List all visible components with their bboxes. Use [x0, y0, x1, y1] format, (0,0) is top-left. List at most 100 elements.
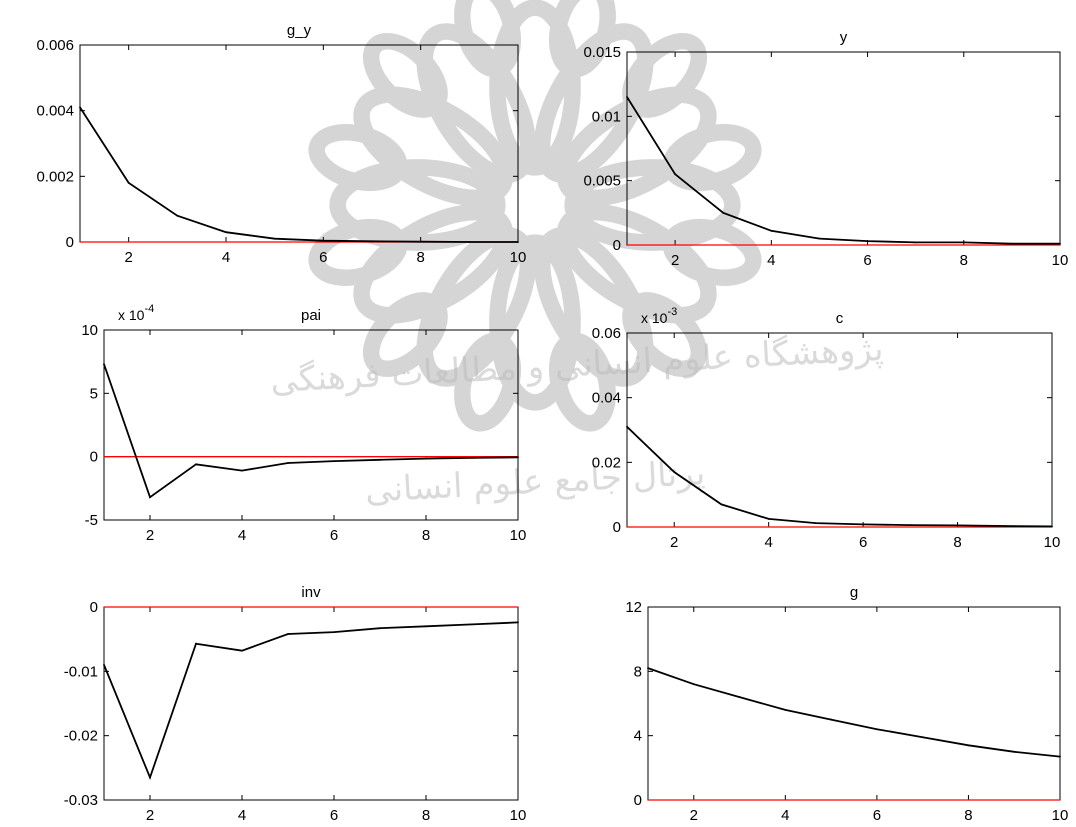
x-tick-label: 6 [330, 527, 338, 544]
data-point [79, 106, 81, 109]
data-point [419, 240, 422, 243]
data-point [287, 462, 289, 464]
y-tick-label: 0.006 [36, 37, 74, 54]
y-tick-label: 8 [634, 663, 642, 680]
data-point [471, 457, 473, 459]
panel-3: pai 2 4 6 8 10 -5 0 5 10 x 10-4 [81, 303, 526, 544]
data-point [626, 425, 628, 428]
impulse-response-line [79, 106, 518, 243]
panel-title: g_y [287, 22, 312, 39]
data-point [425, 457, 427, 460]
x-tick-label: 6 [330, 807, 338, 824]
y-tick-label: 0 [66, 234, 74, 251]
axes-box [103, 606, 519, 801]
x-tick-label: 6 [319, 249, 327, 266]
x-tick-label: 8 [960, 252, 968, 269]
x-tick-label: 2 [124, 249, 132, 266]
data-point [784, 709, 787, 711]
x-tick-label: 4 [767, 252, 775, 269]
y-tick-label: 0.04 [592, 390, 621, 407]
data-point [379, 627, 381, 630]
data-point [176, 214, 179, 217]
data-point [333, 460, 335, 462]
x-tick-label: 6 [863, 252, 871, 269]
y-tick-label: 12 [625, 599, 642, 616]
x-tick-label: 10 [1052, 807, 1069, 824]
data-point [738, 696, 741, 698]
axes-box [647, 606, 1061, 801]
data-point [225, 231, 227, 234]
data-point [517, 241, 519, 243]
data-point [471, 623, 473, 626]
data-point [517, 456, 519, 459]
panel-6: g 2 4 6 8 10 0 4 8 12 [625, 584, 1068, 824]
x-tick-label: 2 [146, 527, 154, 544]
data-point [195, 642, 197, 645]
y-tick-label: 0.01 [592, 108, 621, 125]
y-tick-label: 0.004 [36, 103, 74, 120]
data-point [287, 633, 289, 635]
impulse-response-line [103, 621, 519, 781]
data-point [1010, 242, 1013, 245]
x-tick-label: 8 [416, 249, 424, 266]
impulse-response-line [647, 667, 1061, 758]
data-point [273, 237, 276, 240]
data-point [1013, 750, 1016, 753]
data-point [770, 229, 773, 232]
x-tick-label: 10 [510, 807, 527, 824]
data-point [830, 718, 833, 721]
data-point [103, 664, 105, 666]
data-point [692, 683, 695, 686]
y-tick-label: 0 [613, 237, 621, 254]
x-tick-label: 8 [422, 527, 430, 544]
data-point [673, 471, 676, 473]
panel-title: pai [301, 307, 321, 324]
x-tick-label: 2 [690, 807, 698, 824]
axes-box [626, 51, 1061, 246]
y-tick-label: 0.06 [592, 325, 621, 342]
panel-title: y [840, 29, 848, 46]
data-point [1003, 525, 1006, 527]
x-tick-label: 6 [873, 807, 881, 824]
x-tick-label: 10 [1044, 534, 1061, 551]
panel-4: c 2 4 6 8 10 0 0.02 0.04 0.06 x 10-3 [592, 306, 1061, 551]
data-point [862, 523, 865, 526]
data-point [149, 496, 151, 499]
panel-2: y 2 4 6 8 10 0 0.005 0.01 0.015 [583, 29, 1068, 269]
exponent-value: -3 [667, 306, 677, 318]
data-point [468, 241, 471, 243]
data-point [103, 363, 105, 366]
data-point [814, 522, 817, 525]
data-point [875, 728, 878, 731]
data-point [333, 631, 335, 633]
y-tick-label: 5 [90, 385, 98, 402]
exponent-label: x 10-3 [641, 306, 677, 326]
data-point [127, 182, 130, 184]
y-tick-label: 0 [613, 519, 621, 536]
data-point [149, 776, 151, 779]
y-tick-label: 0.015 [583, 44, 621, 61]
data-point [517, 621, 519, 624]
x-tick-label: 2 [146, 807, 154, 824]
y-tick-label: 0.002 [36, 168, 74, 185]
panel-title: g [850, 584, 858, 601]
panel-title: inv [301, 584, 321, 601]
y-tick-label: 0.02 [592, 454, 621, 471]
data-point [647, 667, 649, 670]
data-point [914, 241, 917, 244]
data-point [720, 503, 723, 506]
impulse-response-line [626, 96, 1060, 245]
y-tick-label: 0 [634, 792, 642, 809]
data-point [195, 463, 197, 466]
x-tick-label: 6 [859, 534, 867, 551]
data-point [767, 518, 770, 520]
data-point [379, 458, 381, 461]
impulse-response-line [626, 426, 1053, 528]
y-tick-label: 10 [81, 322, 98, 339]
data-point [322, 239, 325, 242]
data-point [866, 240, 869, 243]
data-point [1059, 242, 1061, 245]
axes-box [103, 329, 519, 521]
y-tick-label: -0.02 [64, 728, 98, 745]
